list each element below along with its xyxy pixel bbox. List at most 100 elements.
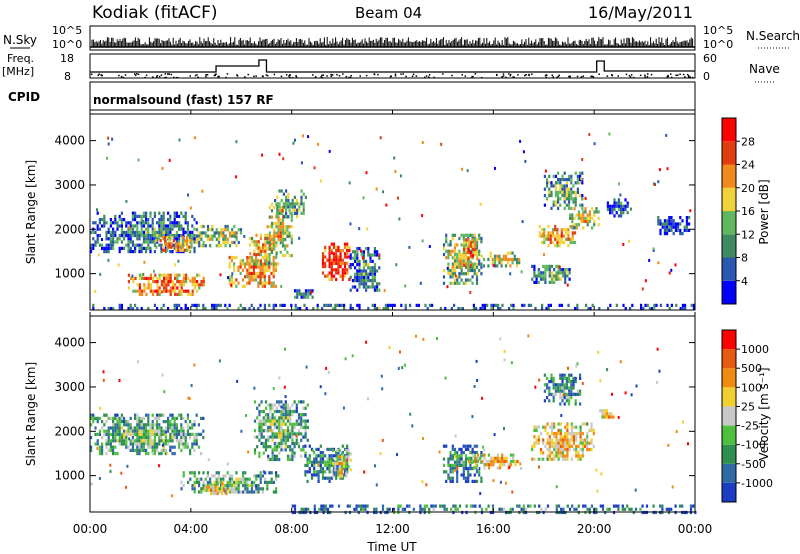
range-time-cell bbox=[508, 307, 511, 311]
range-time-cell bbox=[209, 234, 212, 238]
range-time-cell bbox=[574, 181, 577, 185]
range-time-cell bbox=[266, 236, 269, 241]
nave-dot bbox=[525, 74, 527, 76]
range-time-cell bbox=[313, 463, 316, 467]
range-time-cell bbox=[659, 504, 662, 508]
range-time-cell bbox=[595, 507, 598, 511]
range-time-cell bbox=[273, 228, 276, 232]
range-time-cell bbox=[362, 507, 365, 511]
range-time-cell bbox=[658, 168, 661, 172]
range-time-cell bbox=[210, 482, 213, 486]
range-time-cell bbox=[561, 383, 564, 387]
nave-dot bbox=[551, 74, 553, 77]
freq-tick-high: 18 bbox=[60, 52, 74, 65]
range-time-cell bbox=[109, 416, 112, 420]
range-time-cell bbox=[590, 504, 594, 508]
range-time-cell bbox=[288, 231, 291, 235]
range-time-cell bbox=[573, 240, 577, 245]
range-time-cell bbox=[158, 276, 161, 280]
range-time-cell bbox=[515, 264, 519, 268]
range-time-cell bbox=[591, 303, 594, 307]
range-time-cell bbox=[186, 234, 189, 238]
range-time-cell bbox=[343, 465, 346, 469]
range-time-cell bbox=[248, 281, 251, 285]
range-time-cell bbox=[570, 428, 573, 432]
range-time-cell bbox=[140, 426, 143, 430]
range-time-cell bbox=[222, 234, 225, 238]
range-time-cell bbox=[373, 507, 376, 511]
range-time-cell bbox=[152, 276, 155, 280]
range-time-cell bbox=[305, 365, 308, 369]
range-time-cell bbox=[193, 423, 196, 427]
range-time-cell bbox=[162, 227, 165, 231]
range-time-cell bbox=[209, 228, 212, 232]
range-time-cell bbox=[284, 228, 287, 232]
range-time-cell bbox=[167, 211, 170, 215]
range-time-cell bbox=[543, 194, 546, 198]
range-time-cell bbox=[151, 420, 154, 424]
range-time-cell bbox=[492, 263, 495, 267]
range-time-cell bbox=[224, 240, 227, 245]
range-time-cell bbox=[590, 441, 593, 445]
range-time-cell bbox=[288, 225, 291, 229]
range-time-cell bbox=[579, 376, 582, 380]
range-time-cell bbox=[271, 413, 274, 417]
range-time-cell bbox=[224, 487, 227, 491]
range-time-cell bbox=[509, 459, 513, 464]
range-time-cell bbox=[317, 470, 320, 474]
range-time-cell bbox=[158, 442, 161, 446]
range-time-cell bbox=[688, 222, 691, 226]
range-time-cell bbox=[123, 234, 126, 238]
range-time-cell bbox=[576, 303, 579, 307]
range-time-cell bbox=[284, 403, 287, 407]
range-time-cell bbox=[90, 230, 93, 234]
range-time-cell bbox=[191, 442, 194, 446]
range-time-cell bbox=[145, 227, 148, 231]
range-time-cell bbox=[304, 422, 307, 426]
range-time-cell bbox=[473, 444, 476, 448]
range-time-cell bbox=[145, 442, 148, 446]
range-time-cell bbox=[494, 303, 497, 307]
range-time-cell bbox=[140, 436, 143, 440]
range-time-cell bbox=[271, 438, 274, 442]
range-time-cell bbox=[586, 219, 589, 224]
range-time-cell bbox=[563, 389, 566, 393]
range-time-cell bbox=[476, 257, 479, 261]
range-time-cell bbox=[297, 429, 301, 433]
range-time-cell bbox=[546, 448, 549, 452]
range-time-cell bbox=[581, 432, 584, 436]
range-time-cell bbox=[375, 507, 378, 511]
range-time-cell bbox=[136, 452, 139, 456]
range-time-cell bbox=[557, 457, 560, 461]
range-time-cell bbox=[268, 480, 271, 484]
range-time-cell bbox=[339, 274, 342, 278]
range-time-cell bbox=[211, 237, 214, 241]
range-time-cell bbox=[551, 234, 555, 238]
range-time-cell bbox=[538, 504, 541, 508]
range-time-cell bbox=[347, 465, 350, 469]
range-time-cell bbox=[120, 211, 123, 215]
range-time-cell bbox=[475, 278, 479, 282]
range-time-cell bbox=[451, 249, 454, 253]
range-time-cell bbox=[264, 419, 268, 423]
range-time-cell bbox=[129, 307, 132, 311]
range-time-cell bbox=[339, 258, 342, 262]
range-time-cell bbox=[447, 457, 450, 461]
range-time-cell bbox=[173, 445, 176, 449]
range-time-cell bbox=[188, 248, 191, 252]
range-time-cell bbox=[284, 253, 287, 258]
range-time-cell bbox=[574, 376, 577, 380]
range-time-cell bbox=[473, 249, 476, 253]
range-time-cell bbox=[145, 221, 148, 225]
range-time-cell bbox=[143, 283, 146, 287]
range-time-cell bbox=[403, 507, 407, 511]
range-time-cell bbox=[131, 227, 134, 231]
range-time-cell bbox=[286, 419, 290, 423]
range-time-cell bbox=[250, 271, 253, 276]
nave-dot bbox=[598, 73, 600, 75]
range-time-cell bbox=[543, 203, 546, 207]
range-time-cell bbox=[541, 232, 544, 236]
nave-dot bbox=[218, 75, 220, 78]
range-time-cell bbox=[539, 274, 543, 278]
range-time-cell bbox=[304, 295, 308, 299]
